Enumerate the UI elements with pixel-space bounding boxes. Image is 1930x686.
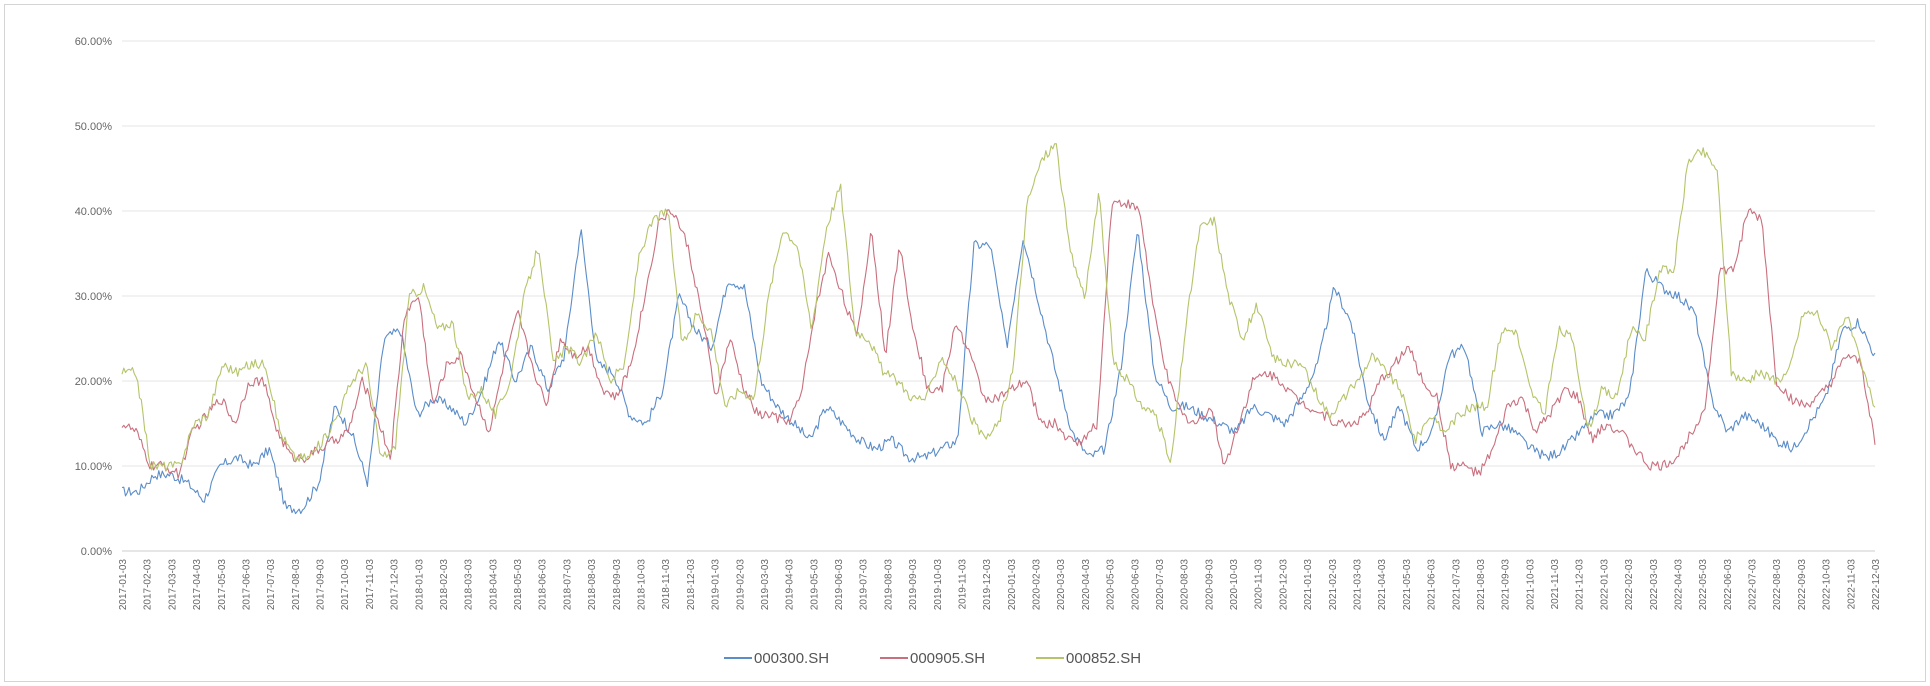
x-tick-label: 2020-12-03 (1278, 559, 1289, 611)
x-tick-label: 2022-02-03 (1624, 559, 1635, 611)
x-tick-label: 2020-02-03 (1032, 559, 1043, 611)
x-tick-label: 2019-04-03 (785, 559, 796, 611)
x-tick-label: 2022-07-03 (1748, 559, 1759, 611)
x-tick-label: 2022-12-03 (1871, 559, 1882, 611)
x-tick-label: 2018-04-03 (488, 559, 499, 611)
grid-lines (122, 40, 1875, 552)
x-tick-label: 2019-03-03 (760, 559, 771, 611)
series-line-000300-sh (121, 229, 1876, 515)
x-tick-label: 2017-06-03 (241, 559, 252, 611)
x-tick-label: 2019-09-03 (908, 559, 919, 611)
x-tick-label: 2018-08-03 (587, 559, 598, 611)
series-lines (121, 143, 1876, 515)
x-tick-label: 2021-01-03 (1303, 559, 1314, 611)
legend: 000300.SH 000905.SH 000852.SH (724, 650, 1141, 667)
x-tick-label: 2017-07-03 (266, 559, 277, 611)
x-tick-label: 2020-11-03 (1254, 559, 1265, 610)
x-tick-label: 2022-06-03 (1723, 559, 1734, 611)
x-tick-label: 2021-05-03 (1402, 559, 1413, 611)
x-tick-label: 2018-11-03 (661, 559, 672, 610)
x-tick-label: 2020-10-03 (1229, 559, 1240, 611)
y-tick-label: 60.00% (75, 36, 113, 48)
x-tick-label: 2017-04-03 (192, 559, 203, 611)
x-tick-label: 2019-12-03 (982, 559, 993, 611)
x-tick-label: 2019-01-03 (711, 559, 722, 611)
y-axis-labels: 0.00% 10.00% 20.00% 30.00% 40.00% 50.00% 60.00… (75, 36, 113, 558)
legend-label: 000300.SH (754, 650, 829, 667)
x-tick-label: 2021-12-03 (1575, 559, 1586, 611)
x-tick-label: 2020-07-03 (1155, 559, 1166, 611)
x-tick-label: 2022-01-03 (1599, 559, 1610, 611)
series-line-000905-sh (121, 199, 1876, 479)
x-tick-label: 2022-05-03 (1698, 559, 1709, 611)
y-tick-label: 30.00% (75, 291, 113, 303)
x-tick-label: 2021-07-03 (1451, 559, 1462, 611)
x-tick-label: 2022-10-03 (1822, 559, 1833, 611)
x-tick-label: 2017-02-03 (143, 559, 154, 611)
x-tick-label: 2022-11-03 (1846, 559, 1857, 610)
y-tick-label: 40.00% (75, 206, 113, 218)
x-tick-label: 2017-08-03 (291, 559, 302, 611)
x-tick-label: 2020-04-03 (1081, 559, 1092, 611)
x-tick-label: 2018-01-03 (414, 559, 425, 611)
x-tick-label: 2019-11-03 (957, 559, 968, 610)
x-tick-label: 2021-09-03 (1501, 559, 1512, 611)
legend-label: 000905.SH (910, 650, 985, 667)
x-tick-label: 2017-03-03 (167, 559, 178, 611)
x-tick-label: 2022-04-03 (1673, 559, 1684, 611)
x-tick-label: 2019-08-03 (883, 559, 894, 611)
x-tick-label: 2018-03-03 (464, 559, 475, 611)
x-tick-label: 2017-05-03 (217, 559, 228, 611)
legend-item[interactable]: 000905.SH (880, 650, 985, 667)
x-tick-label: 2017-01-03 (118, 559, 129, 611)
x-tick-label: 2022-03-03 (1649, 559, 1660, 611)
x-tick-label: 2020-09-03 (1204, 559, 1215, 611)
x-tick-label: 2021-03-03 (1353, 559, 1364, 611)
legend-label: 000852.SH (1066, 650, 1141, 667)
x-tick-label: 2020-05-03 (1106, 559, 1117, 611)
x-tick-label: 2019-02-03 (735, 559, 746, 611)
x-tick-label: 2018-02-03 (439, 559, 450, 611)
x-tick-label: 2019-06-03 (834, 559, 845, 611)
x-tick-label: 2021-02-03 (1328, 559, 1339, 611)
x-tick-label: 2018-06-03 (538, 559, 549, 611)
x-tick-label: 2019-07-03 (859, 559, 870, 611)
x-tick-label: 2018-07-03 (562, 559, 573, 611)
x-tick-label: 2020-08-03 (1180, 559, 1191, 611)
x-tick-label: 2021-10-03 (1525, 559, 1536, 611)
y-tick-label: 0.00% (81, 546, 112, 558)
x-tick-label: 2018-12-03 (686, 559, 697, 611)
x-tick-label: 2021-11-03 (1550, 559, 1561, 610)
x-tick-label: 2017-11-03 (365, 559, 376, 610)
y-tick-label: 10.00% (75, 461, 113, 473)
x-tick-label: 2018-10-03 (636, 559, 647, 611)
x-tick-label: 2020-06-03 (1130, 559, 1141, 611)
x-axis-labels: 2017-01-03 2017-02-03 2017-03-03 2017-04-03… (118, 559, 1882, 611)
x-tick-label: 2021-08-03 (1476, 559, 1487, 611)
y-tick-label: 20.00% (75, 376, 113, 388)
x-tick-label: 2017-09-03 (316, 559, 327, 611)
x-tick-label: 2017-10-03 (340, 559, 351, 611)
x-tick-label: 2022-09-03 (1797, 559, 1808, 611)
x-tick-label: 2020-01-03 (1007, 559, 1018, 611)
x-tick-label: 2021-06-03 (1427, 559, 1438, 611)
legend-item[interactable]: 000300.SH (724, 650, 829, 667)
legend-item[interactable]: 000852.SH (1036, 650, 1141, 667)
x-tick-label: 2021-04-03 (1377, 559, 1388, 611)
x-tick-label: 2018-05-03 (513, 559, 524, 611)
x-tick-label: 2018-09-03 (612, 559, 623, 611)
x-tick-label: 2022-08-03 (1772, 559, 1783, 611)
x-tick-label: 2017-12-03 (390, 559, 401, 611)
x-tick-label: 2019-05-03 (809, 559, 820, 611)
x-tick-label: 2019-10-03 (933, 559, 944, 611)
series-line-000852-sh (121, 143, 1876, 472)
y-tick-label: 50.00% (75, 121, 113, 133)
x-tick-label: 2020-03-03 (1056, 559, 1067, 611)
